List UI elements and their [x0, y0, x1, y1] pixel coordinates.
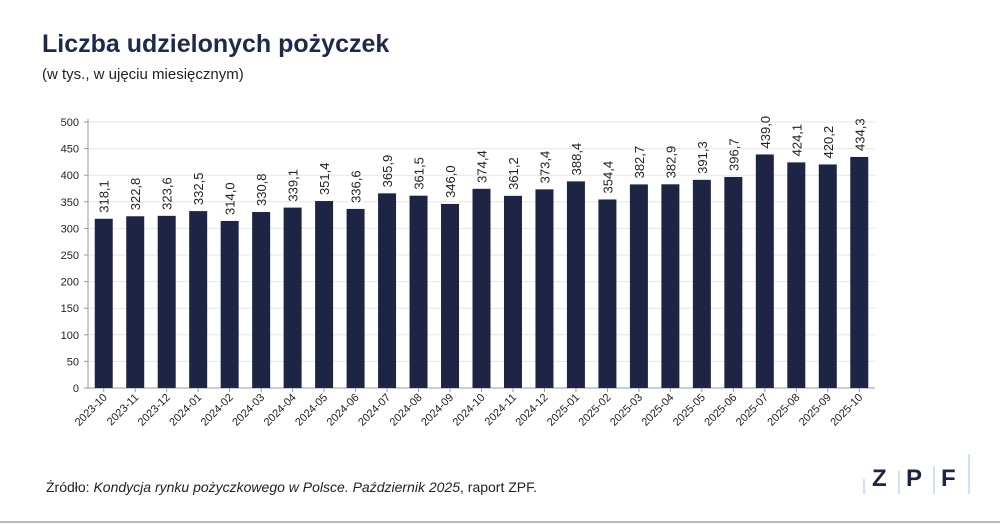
y-tick-label: 300	[61, 223, 79, 235]
x-tick-label: 2024-09	[419, 392, 456, 429]
x-tick-label: 2025-08	[765, 392, 802, 429]
bar	[220, 220, 239, 388]
bar	[378, 193, 397, 388]
data-label: 382,9	[663, 146, 678, 179]
x-tick-label: 2023-12	[136, 392, 173, 429]
data-label: 365,9	[380, 155, 395, 188]
x-tick-label: 2024-08	[388, 392, 425, 429]
x-tick-label: 2024-04	[262, 392, 299, 429]
data-label: 336,6	[349, 170, 364, 203]
zpf-logo: Z P F	[863, 454, 970, 494]
source-suffix: , raport ZPF.	[460, 479, 538, 495]
data-label: 322,8	[128, 178, 143, 211]
data-label: 361,5	[412, 157, 427, 190]
data-label: 373,4	[537, 151, 552, 184]
x-tick-label: 2025-04	[639, 392, 676, 429]
bar	[598, 199, 617, 388]
bar	[503, 195, 522, 388]
bar	[566, 181, 585, 388]
data-label: 314,0	[223, 182, 238, 215]
bar	[409, 195, 428, 388]
bar	[818, 164, 837, 388]
y-tick-label: 500	[61, 117, 79, 129]
data-label: 391,3	[695, 141, 710, 174]
bar	[472, 188, 491, 388]
chart-title: Liczba udzielonych pożyczek	[42, 30, 390, 58]
data-label: 424,1	[789, 124, 804, 157]
data-label: 374,4	[475, 150, 490, 183]
y-tick-label: 450	[61, 144, 79, 156]
y-tick-label: 200	[61, 277, 79, 289]
svg-text:F: F	[941, 465, 956, 492]
data-label: 346,0	[443, 165, 458, 198]
data-label: 318,1	[97, 180, 112, 213]
bar	[755, 154, 774, 388]
x-tick-label: 2025-06	[702, 392, 739, 429]
x-tick-label: 2025-07	[734, 392, 771, 429]
data-label: 439,0	[758, 116, 773, 149]
data-label: 396,7	[726, 138, 741, 171]
x-tick-label: 2024-03	[230, 392, 267, 429]
data-label: 420,2	[821, 126, 836, 159]
bar	[189, 211, 208, 388]
bar	[94, 218, 113, 388]
x-tick-label: 2025-03	[608, 392, 645, 429]
data-label: 434,3	[852, 118, 867, 151]
y-tick-label: 100	[61, 330, 79, 342]
bar	[787, 162, 806, 388]
chart-subtitle: (w tys., w ujęciu miesięcznym)	[42, 66, 244, 83]
x-tick-label: 2025-02	[577, 392, 614, 429]
source-note: Źródło: Kondycja rynku pożyczkowego w Po…	[46, 479, 537, 495]
x-tick-label: 2024-11	[483, 392, 519, 428]
y-tick-label: 400	[61, 170, 79, 182]
x-tick-label: 2024-01	[167, 392, 204, 429]
data-label: 388,4	[569, 143, 584, 176]
source-prefix: Źródło:	[46, 479, 94, 495]
bar	[252, 212, 271, 388]
x-tick-label: 2025-09	[797, 392, 834, 429]
y-tick-label: 250	[61, 250, 79, 262]
x-tick-label: 2023-10	[73, 392, 110, 429]
bar	[629, 184, 648, 388]
x-tick-label: 2023-11	[105, 392, 141, 428]
data-label: 330,8	[254, 173, 269, 206]
y-tick-label: 150	[61, 303, 79, 315]
data-label: 351,4	[317, 163, 332, 196]
bar	[346, 208, 365, 388]
data-label: 339,1	[286, 169, 301, 202]
bar	[661, 184, 680, 388]
svg-text:Z: Z	[872, 465, 887, 492]
x-tick-label: 2024-06	[325, 392, 362, 429]
x-tick-label: 2025-10	[828, 392, 865, 429]
data-label: 323,6	[160, 177, 175, 210]
y-tick-label: 0	[73, 383, 79, 395]
bar	[441, 203, 460, 388]
data-label: 332,5	[191, 173, 206, 206]
source-title: Kondycja rynku pożyczkowego w Polsce. Pa…	[93, 479, 460, 495]
svg-text:P: P	[906, 465, 922, 492]
bar	[850, 156, 869, 388]
x-tick-label: 2024-12	[514, 392, 551, 429]
x-tick-label: 2024-10	[451, 392, 488, 429]
data-label: 354,4	[600, 161, 615, 194]
bar	[535, 189, 554, 388]
y-tick-label: 350	[61, 197, 79, 209]
y-tick-label: 50	[67, 356, 79, 368]
bar	[157, 215, 176, 388]
bar	[283, 207, 302, 388]
data-label: 382,7	[632, 146, 647, 179]
bar	[126, 216, 145, 388]
x-tick-label: 2025-01	[545, 392, 582, 429]
data-label: 361,2	[506, 157, 521, 190]
bottom-divider	[0, 521, 1000, 523]
bar	[315, 201, 334, 388]
bar	[724, 176, 743, 388]
x-tick-label: 2024-05	[293, 392, 330, 429]
x-tick-label: 2024-07	[356, 392, 393, 429]
x-tick-label: 2025-05	[671, 392, 708, 429]
bar	[692, 179, 711, 388]
x-tick-label: 2024-02	[199, 392, 236, 429]
bar-chart: 0 50 100 150 200 250 300 350 400 450 500 318,1 2023-…	[61, 116, 875, 429]
